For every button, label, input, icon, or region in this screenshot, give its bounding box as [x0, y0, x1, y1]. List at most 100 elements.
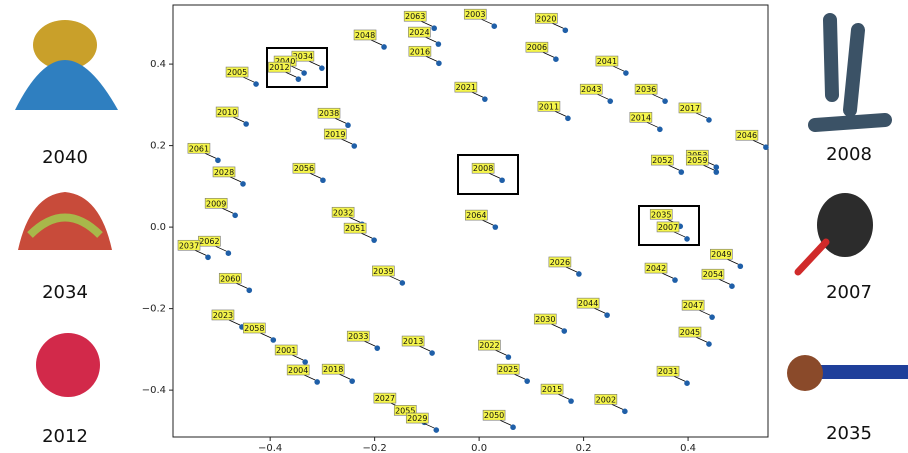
point-label: 2002	[596, 395, 616, 404]
label-arrow	[260, 332, 272, 339]
label-arrow	[425, 36, 437, 43]
x-tick-label: 0.2	[576, 443, 592, 453]
point	[246, 287, 253, 294]
point-label: 2005	[227, 68, 247, 77]
point-label: 2014	[631, 113, 651, 122]
label-box	[454, 81, 478, 93]
point-label: 2046	[737, 131, 757, 140]
point	[482, 96, 488, 102]
label-arrow	[673, 375, 686, 382]
point-label: 2042	[646, 264, 666, 273]
label-arrow	[752, 139, 765, 146]
plot-frame	[172, 4, 769, 438]
label-arrow	[423, 422, 435, 429]
label-arrow	[389, 275, 401, 282]
label-arrow	[695, 336, 708, 343]
point-label: 2049	[711, 250, 731, 259]
point-label: 2055	[395, 406, 415, 415]
point	[431, 25, 437, 32]
label-box	[735, 129, 759, 141]
point	[678, 169, 685, 175]
label-box	[644, 262, 668, 274]
label-box	[274, 344, 298, 356]
point	[225, 250, 232, 256]
point-label: 2007	[658, 223, 678, 232]
point-label: 2035	[651, 210, 671, 219]
point-label: 2058	[244, 324, 264, 333]
point-label: 2030	[535, 315, 555, 324]
label-arrow	[236, 282, 248, 289]
point	[492, 224, 499, 230]
point	[709, 314, 715, 320]
label-box	[595, 55, 619, 67]
point-label: 2043	[581, 85, 601, 94]
label-box	[177, 239, 201, 251]
label-arrow	[668, 164, 680, 171]
point	[737, 263, 744, 270]
y-tick-label: 0.0	[150, 222, 166, 233]
highlight-boxes	[266, 47, 700, 246]
point-label: 2044	[578, 299, 598, 308]
label-box	[204, 197, 228, 209]
point	[436, 60, 442, 67]
point-label: 2026	[550, 258, 570, 267]
label-box	[292, 162, 316, 174]
point-label: 2011	[539, 102, 559, 111]
x-tick-label: −0.2	[362, 443, 386, 453]
label-box	[215, 106, 239, 118]
point-label: 2021	[456, 83, 476, 92]
label-box	[317, 107, 341, 119]
caption: 2008	[826, 144, 872, 165]
label-arrow	[290, 65, 303, 72]
label-arrow	[421, 20, 433, 27]
label-arrow	[695, 112, 708, 119]
point-label: 2024	[409, 28, 429, 37]
y-tick-label: 0.4	[150, 59, 166, 70]
point-label: 2029	[407, 414, 427, 423]
label-arrow	[552, 22, 564, 29]
point	[240, 181, 246, 187]
point	[561, 328, 568, 334]
highlight-box	[638, 205, 700, 246]
label-box	[212, 166, 236, 178]
label-arrow	[339, 373, 351, 380]
label-arrow	[698, 309, 711, 316]
label-arrow	[425, 55, 438, 62]
label-box	[678, 102, 702, 114]
label-box	[242, 322, 266, 334]
label-arrow	[612, 65, 625, 72]
label-arrow	[718, 278, 731, 285]
y-tick-label: 0.2	[150, 141, 166, 152]
label-box	[187, 142, 211, 154]
label-arrow	[514, 373, 526, 380]
point-label: 2025	[498, 365, 518, 374]
point	[435, 41, 442, 47]
point	[672, 277, 678, 283]
object-photo	[815, 365, 908, 379]
label-box	[403, 10, 427, 22]
point-label: 2056	[294, 164, 314, 173]
right-images: 2008 2007 2035	[787, 13, 908, 444]
point-label: 2036	[636, 85, 656, 94]
label-arrow	[495, 349, 507, 356]
label-arrow	[565, 266, 578, 273]
point-label: 2032	[333, 208, 353, 217]
label-arrow	[551, 323, 563, 330]
point	[713, 169, 720, 175]
label-arrow	[482, 219, 494, 226]
point-label: 2012	[269, 63, 289, 72]
point-label: 2059	[687, 156, 707, 165]
point	[314, 379, 320, 385]
point-label: 2020	[536, 14, 556, 23]
point-label: 2038	[319, 109, 339, 118]
label-arrow	[360, 232, 373, 239]
label-arrow	[242, 76, 255, 83]
point-label: 2037	[179, 241, 199, 250]
label-arrow	[285, 71, 297, 78]
label-arrow	[309, 172, 322, 179]
label-box	[540, 383, 564, 395]
point-label: 2051	[345, 224, 365, 233]
point	[232, 212, 238, 219]
point	[713, 164, 720, 171]
object-photo	[787, 355, 823, 391]
